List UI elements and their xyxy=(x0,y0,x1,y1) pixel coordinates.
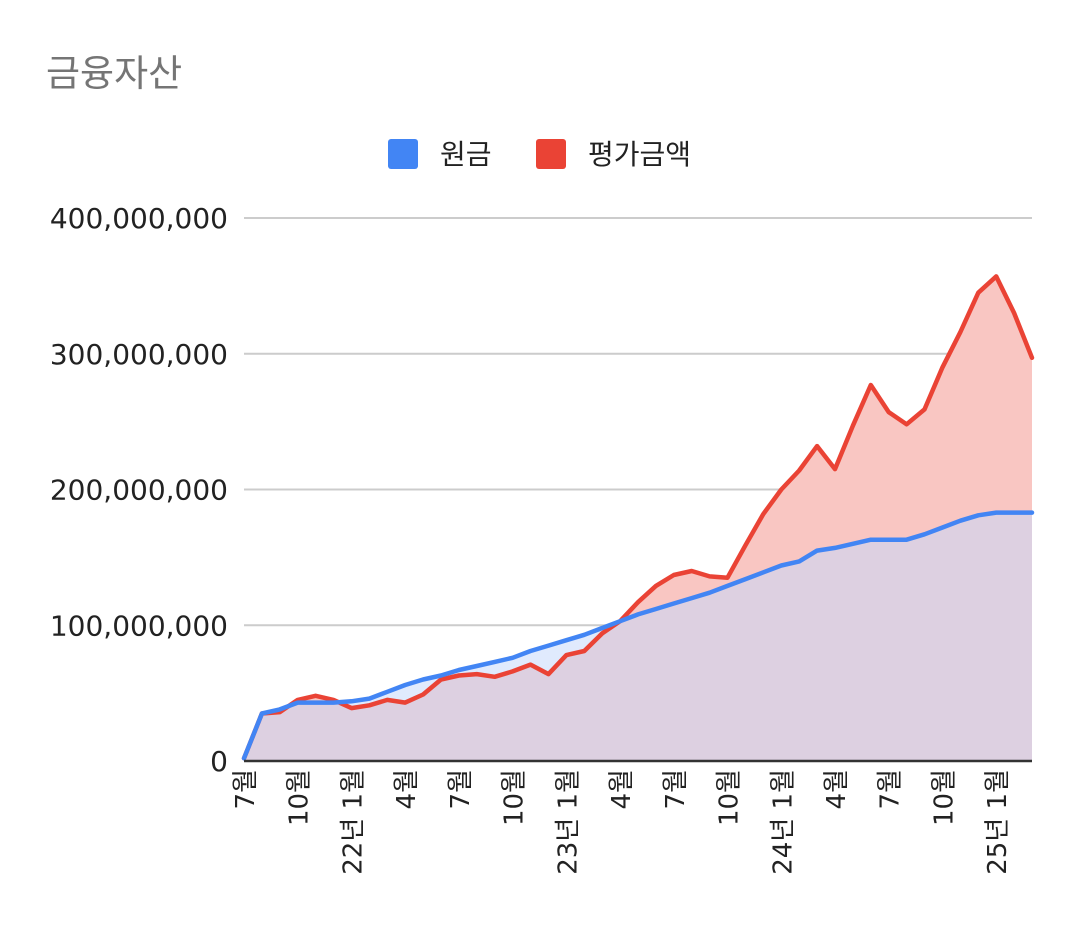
x-tick-label: 10월 xyxy=(285,769,315,826)
y-tick-label: 0 xyxy=(210,745,228,778)
y-tick-label: 100,000,000 xyxy=(50,609,228,642)
x-tick-label: 22년 1월 xyxy=(338,769,368,875)
x-tick-label: 7월 xyxy=(876,769,906,809)
x-tick-label: 23년 1월 xyxy=(553,769,583,875)
y-tick-label: 400,000,000 xyxy=(50,202,228,235)
chart-title: 금융자산 xyxy=(46,52,182,95)
x-tick-label: 7월 xyxy=(231,769,261,809)
area-principal xyxy=(244,512,1032,761)
x-tick-label: 24년 1월 xyxy=(768,769,798,875)
x-tick-label: 10월 xyxy=(715,769,745,826)
x-axis-ticks: 7월 10월 22년 1월 4월 7월 10월 23년 1월 4월 7월 10월 24년 1월 4월 7… xyxy=(231,769,1013,875)
x-tick-label: 7월 xyxy=(446,769,476,809)
x-tick-label: 4월 xyxy=(822,769,852,809)
x-tick-label: 10월 xyxy=(500,769,530,826)
y-tick-label: 300,000,000 xyxy=(50,338,228,371)
line-principal xyxy=(241,510,1035,761)
legend-swatch-2 xyxy=(536,139,566,169)
y-axis-ticks: 0 100,000,000 200,000,000 300,000,000 400,00… xyxy=(50,202,228,778)
x-tick-label: 10월 xyxy=(929,769,959,826)
x-tick-label: 4월 xyxy=(607,769,637,809)
legend-swatch-1 xyxy=(388,139,418,169)
legend-label-2: 평가금액 xyxy=(588,138,691,171)
chart-legend: 원금 평가금액 xyxy=(388,138,691,171)
x-tick-label: 7월 xyxy=(661,769,691,809)
y-tick-label: 200,000,000 xyxy=(50,474,228,507)
x-tick-label: 25년 1월 xyxy=(983,769,1013,875)
series-areas xyxy=(244,276,1032,761)
series-lines xyxy=(241,274,1035,761)
line-valuation xyxy=(241,274,1035,761)
x-tick-label: 4월 xyxy=(392,769,422,809)
legend-label-1: 원금 xyxy=(440,138,492,171)
